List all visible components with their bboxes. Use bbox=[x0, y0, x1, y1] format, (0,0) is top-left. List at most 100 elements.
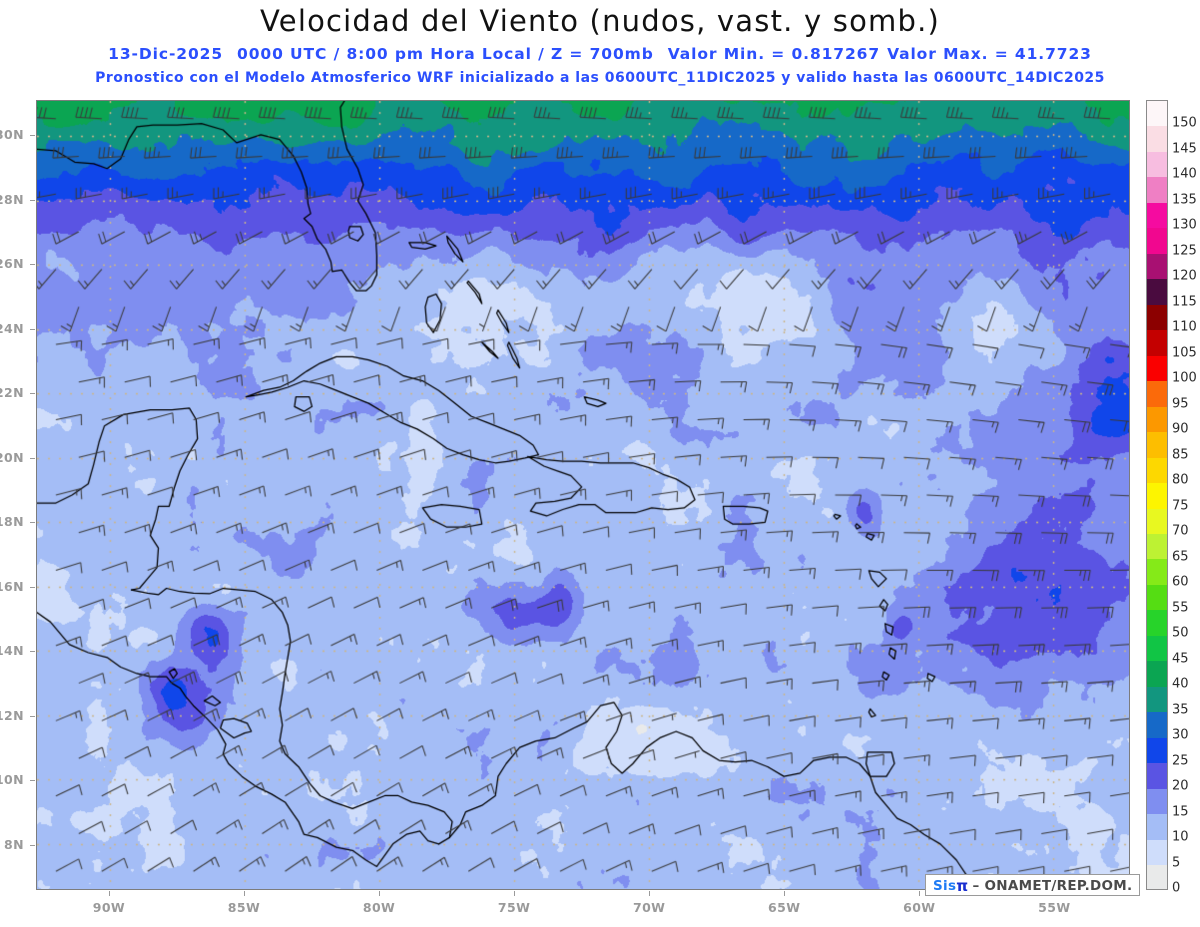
longitude-tick-label: 90W bbox=[92, 900, 126, 915]
colorbar-tick-label: 10 bbox=[1172, 829, 1189, 845]
colorbar-swatch bbox=[1147, 330, 1167, 356]
value-max: Valor Max. = 41.7723 bbox=[887, 45, 1092, 63]
colorbar-tick-label: 60 bbox=[1172, 574, 1189, 590]
colorbar-tick-label: 35 bbox=[1172, 702, 1189, 718]
latitude-tick-label: 8N bbox=[4, 836, 24, 852]
latitude-tick-label: 24N bbox=[0, 320, 24, 336]
colorbar-tick-label: 45 bbox=[1172, 651, 1189, 667]
colorbar-swatch bbox=[1147, 406, 1167, 433]
latitude-tick-label: 18N bbox=[0, 514, 24, 530]
latitude-tick-label: 20N bbox=[0, 449, 24, 465]
brand-label: Sis bbox=[933, 877, 957, 894]
colorbar-tick-label: 145 bbox=[1172, 141, 1197, 157]
colorbar-swatch bbox=[1147, 533, 1167, 560]
latitude-tick-mark bbox=[30, 393, 35, 395]
colorbar-tick-label: 50 bbox=[1172, 625, 1189, 641]
latitude-tick-label: 28N bbox=[0, 191, 24, 207]
colorbar-swatch bbox=[1147, 279, 1167, 305]
longitude-tick-mark bbox=[919, 891, 921, 896]
colorbar-swatch bbox=[1147, 126, 1167, 152]
latitude-tick-label: 16N bbox=[0, 578, 24, 594]
value-min: Valor Min. = 0.817267 bbox=[667, 45, 881, 63]
colorbar-tick-label: 150 bbox=[1172, 115, 1197, 131]
colorbar-tick-label: 80 bbox=[1172, 472, 1189, 488]
longitude-tick-mark bbox=[108, 891, 110, 896]
colorbar-tick-label: 25 bbox=[1172, 753, 1189, 769]
colorbar-tick-label: 5 bbox=[1172, 855, 1181, 871]
colorbar-swatch bbox=[1147, 737, 1167, 764]
colorbar-swatch bbox=[1147, 788, 1167, 815]
longitude-tick-label: 65W bbox=[768, 900, 801, 915]
latitude-tick-label: 22N bbox=[0, 385, 24, 401]
colorbar-swatch bbox=[1147, 686, 1167, 713]
colorbar-tick-label: 0 bbox=[1172, 880, 1181, 896]
colorbar-swatch bbox=[1147, 508, 1167, 534]
page-title: Velocidad del Viento (nudos, vast. y som… bbox=[259, 4, 940, 38]
longitude-tick-label: 75W bbox=[497, 900, 531, 915]
longitude-tick-label: 70W bbox=[632, 900, 666, 915]
colorbar-swatch bbox=[1147, 101, 1167, 127]
latitude-tick-mark bbox=[30, 651, 35, 653]
colorbar-tick-label: 120 bbox=[1172, 268, 1197, 284]
colorbar-tick-label: 130 bbox=[1172, 217, 1197, 233]
colorbar-tick-label: 135 bbox=[1172, 192, 1197, 208]
longitude-tick-label: 80W bbox=[362, 900, 396, 915]
longitude-tick-mark bbox=[379, 891, 381, 896]
forecast-model-note: Pronostico con el Modelo Atmosferico WRF… bbox=[95, 70, 1105, 86]
colorbar-tick-label: 100 bbox=[1172, 370, 1197, 386]
longitude-tick-label: 60W bbox=[903, 900, 936, 915]
colorbar-swatch bbox=[1147, 584, 1167, 611]
colorbar-swatch bbox=[1147, 712, 1167, 738]
colorbar bbox=[1146, 100, 1168, 890]
colorbar-tick-label: 70 bbox=[1172, 523, 1189, 539]
forecast-meta-line: 13-Dic-2025 0000 UTC / 8:00 pm Hora Local… bbox=[0, 45, 1200, 63]
map-frame[interactable] bbox=[36, 100, 1130, 890]
latitude-tick-mark bbox=[30, 522, 35, 524]
colorbar-tick-label: 85 bbox=[1172, 447, 1189, 463]
wind-speed-map-canvas[interactable] bbox=[37, 101, 1129, 889]
colorbar-swatch bbox=[1147, 253, 1167, 280]
latitude-tick-mark bbox=[30, 135, 35, 137]
latitude-tick-label: 26N bbox=[0, 256, 24, 272]
forecast-cycle: 0000 UTC / 8:00 pm Hora Local / Z = 700m… bbox=[237, 45, 654, 63]
colorbar-tick-label: 40 bbox=[1172, 676, 1189, 692]
pi-icon: π bbox=[956, 876, 969, 895]
colorbar-tick-label: 15 bbox=[1172, 804, 1189, 820]
latitude-tick-label: 14N bbox=[0, 643, 24, 659]
colorbar-swatch bbox=[1147, 228, 1167, 254]
latitude-tick-mark bbox=[30, 844, 35, 846]
colorbar-tick-label: 105 bbox=[1172, 345, 1197, 361]
colorbar-tick-label: 125 bbox=[1172, 243, 1197, 259]
colorbar-swatch bbox=[1147, 865, 1167, 889]
colorbar-swatch bbox=[1147, 635, 1167, 662]
latitude-tick-mark bbox=[30, 780, 35, 782]
colorbar-tick-label: 110 bbox=[1172, 319, 1197, 335]
colorbar-swatch bbox=[1147, 151, 1167, 178]
latitude-tick-mark bbox=[30, 199, 35, 201]
latitude-tick-mark bbox=[30, 715, 35, 717]
colorbar-swatch bbox=[1147, 839, 1167, 866]
colorbar-swatch bbox=[1147, 610, 1167, 636]
colorbar-swatch bbox=[1147, 432, 1167, 458]
latitude-tick-mark bbox=[30, 328, 35, 330]
colorbar-swatch bbox=[1147, 661, 1167, 687]
latitude-tick-label: 12N bbox=[0, 707, 24, 723]
longitude-tick-mark bbox=[784, 891, 786, 896]
colorbar-swatch bbox=[1147, 355, 1167, 382]
longitude-tick-mark bbox=[514, 891, 516, 896]
colorbar-tick-label: 65 bbox=[1172, 549, 1189, 565]
longitude-tick-label: 85W bbox=[227, 900, 261, 915]
colorbar-tick-label: 30 bbox=[1172, 727, 1189, 743]
latitude-tick-mark bbox=[30, 586, 35, 588]
map-header: Velocidad del Viento (nudos, vast. y som… bbox=[0, 0, 1200, 96]
latitude-tick-label: 10N bbox=[0, 772, 24, 788]
colorbar-swatch bbox=[1147, 304, 1167, 331]
colorbar-tick-label: 115 bbox=[1172, 294, 1197, 310]
colorbar-tick-label: 75 bbox=[1172, 498, 1189, 514]
colorbar-swatch bbox=[1147, 763, 1167, 789]
colorbar-tick-label: 95 bbox=[1172, 396, 1189, 412]
colorbar-tick-label: 90 bbox=[1172, 421, 1189, 437]
agency-label: – ONAMET/REP.DOM. bbox=[972, 877, 1133, 894]
colorbar-swatch bbox=[1147, 381, 1167, 407]
